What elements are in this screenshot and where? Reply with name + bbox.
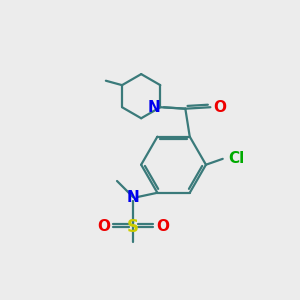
Text: N: N: [127, 190, 140, 205]
Text: N: N: [148, 100, 160, 115]
Text: Cl: Cl: [228, 151, 244, 166]
Text: O: O: [213, 100, 226, 115]
Text: S: S: [127, 218, 139, 236]
Text: O: O: [98, 219, 110, 234]
Text: O: O: [156, 219, 169, 234]
